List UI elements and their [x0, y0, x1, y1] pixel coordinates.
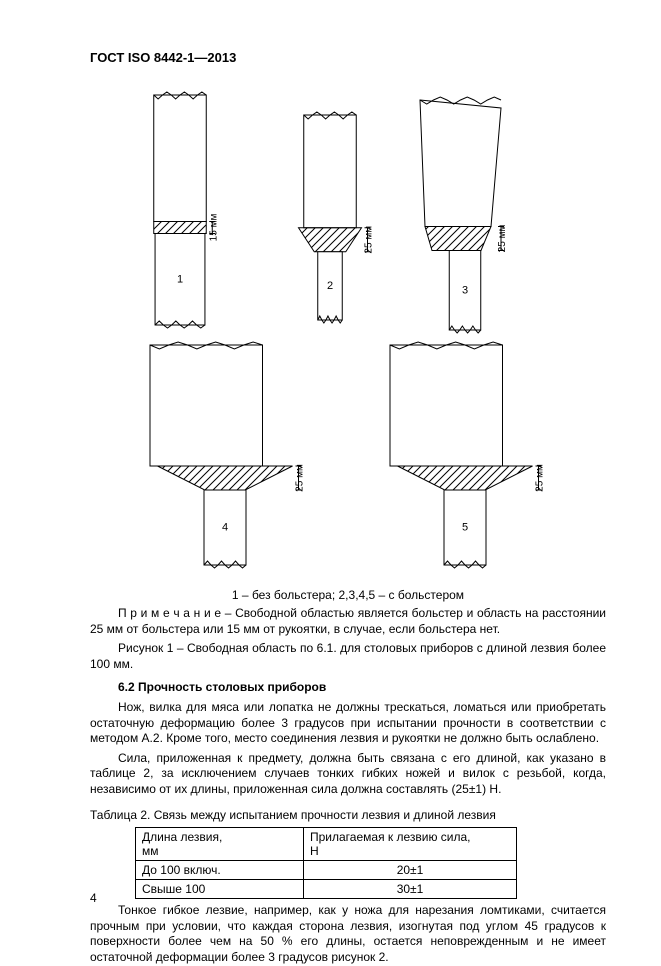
- figure-legend: 1 – без больстера; 2,3,4,5 – с больстеро…: [90, 588, 606, 602]
- page-number: 4: [90, 891, 97, 905]
- svg-text:1: 1: [177, 273, 183, 285]
- para-1: Нож, вилка для мяса или лопатка не должн…: [90, 700, 606, 747]
- svg-text:15 мм: 15 мм: [208, 214, 219, 242]
- section-6-2-title: 6.2 Прочность столовых приборов: [90, 680, 606, 696]
- table-caption: Таблица 2. Связь между испытанием прочно…: [90, 808, 606, 824]
- svg-text:25 мм: 25 мм: [364, 226, 375, 254]
- svg-text:3: 3: [462, 284, 468, 296]
- figure-1: 1 15 мм 2 25 мм 3 25 мм 4 25 мм 5 25 мм: [90, 85, 606, 578]
- svg-text:25 мм: 25 мм: [295, 464, 306, 492]
- doc-header: ГОСТ ISO 8442-1—2013: [90, 50, 606, 65]
- para-3: Тонкое гибкое лезвие, например, как у но…: [90, 903, 606, 965]
- svg-text:4: 4: [222, 522, 228, 534]
- table-2: Длина лезвия,ммПрилагаемая к лезвию сила…: [135, 827, 517, 899]
- note-text: П р и м е ч а н и е – Свободной областью…: [90, 606, 606, 637]
- svg-text:25 мм: 25 мм: [535, 464, 546, 492]
- svg-text:25 мм: 25 мм: [497, 225, 508, 253]
- figure-caption: Рисунок 1 – Свободная область по 6.1. дл…: [90, 641, 606, 672]
- svg-text:2: 2: [327, 280, 333, 292]
- svg-text:5: 5: [462, 522, 468, 534]
- para-2: Сила, приложенная к предмету, должна быт…: [90, 751, 606, 798]
